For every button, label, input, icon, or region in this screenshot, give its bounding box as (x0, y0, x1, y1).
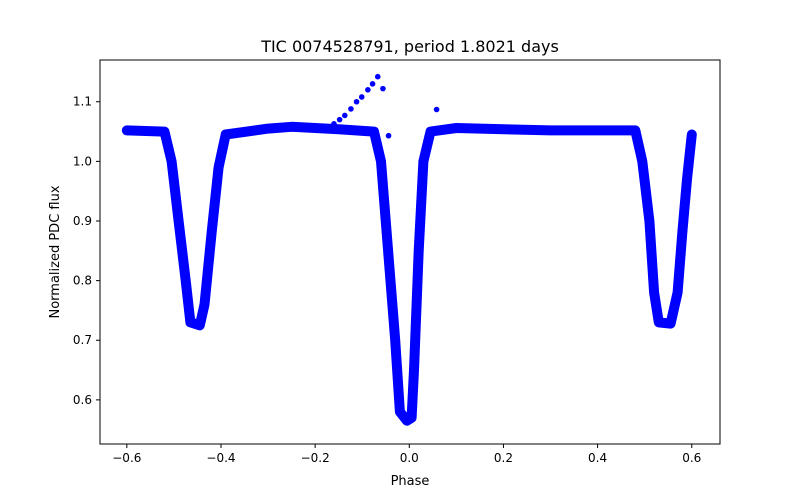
outlier-point (348, 106, 354, 112)
outlier-point (374, 73, 381, 80)
outlier-point (365, 87, 371, 93)
data-point (207, 228, 216, 237)
data-point (631, 126, 640, 135)
light-curve-band (121, 121, 697, 426)
y-tick-label: 0.6 (73, 393, 92, 407)
y-axis-label: Normalized PDC flux (48, 185, 63, 318)
outlier-point (331, 121, 337, 127)
y-tick-label: 1.1 (73, 95, 92, 109)
data-point (546, 126, 555, 135)
y-tick-label: 0.7 (73, 333, 92, 347)
outlier-point (336, 116, 343, 123)
outlier-point (385, 132, 392, 139)
data-point (407, 413, 416, 422)
y-tick-label: 0.8 (73, 274, 92, 288)
data-point (419, 157, 428, 166)
data-point (645, 216, 654, 225)
x-tick-label: 0.2 (494, 451, 513, 465)
x-axis: −0.6 −0.4 −0.2 0.0 0.2 0.4 0.6 (112, 444, 701, 465)
data-point (678, 228, 687, 237)
y-tick-label: 1.0 (73, 154, 92, 168)
data-point (384, 246, 393, 255)
data-point (287, 122, 296, 131)
data-point (410, 366, 419, 375)
data-point (395, 407, 404, 416)
data-point (167, 157, 176, 166)
data-point (221, 130, 230, 139)
outlier-point (369, 81, 376, 87)
x-tick-label: −0.6 (112, 451, 141, 465)
data-point (426, 127, 435, 136)
data-point (369, 127, 378, 136)
outlier-point (433, 106, 440, 113)
data-point (638, 157, 647, 166)
data-point (181, 276, 190, 285)
data-point (683, 175, 692, 184)
data-point (264, 124, 273, 133)
data-point (214, 163, 223, 172)
x-tick-label: 0.4 (588, 451, 607, 465)
y-axis: 0.6 0.7 0.8 0.9 1.0 1.1 (73, 95, 100, 407)
data-point (654, 318, 663, 327)
plot-frame (99, 59, 721, 445)
data-point (334, 125, 343, 134)
x-tick-label: −0.2 (301, 451, 330, 465)
x-tick-label: 0.0 (400, 451, 419, 465)
x-tick-label: −0.4 (206, 451, 235, 465)
data-point (195, 321, 204, 330)
outlier-point (353, 98, 360, 105)
outlier-point (380, 85, 386, 92)
y-tick-label: 0.9 (73, 214, 92, 228)
data-point (414, 246, 423, 255)
data-point (666, 319, 675, 328)
outlier-point (358, 94, 365, 100)
data-point (122, 126, 131, 135)
data-point (687, 130, 696, 139)
x-tick-label: 0.6 (682, 451, 701, 465)
data-point (391, 336, 400, 345)
data-point (673, 288, 682, 297)
data-point (377, 157, 386, 166)
data-point (186, 318, 195, 327)
data-marks (121, 73, 697, 426)
chart-title: TIC 0074528791, period 1.8021 days (260, 37, 559, 56)
data-point (452, 123, 461, 132)
data-point (650, 288, 659, 297)
data-point (174, 216, 183, 225)
outlier-point (341, 112, 348, 119)
x-axis-label: Phase (391, 474, 430, 489)
data-point (160, 127, 169, 136)
data-point (200, 300, 209, 309)
